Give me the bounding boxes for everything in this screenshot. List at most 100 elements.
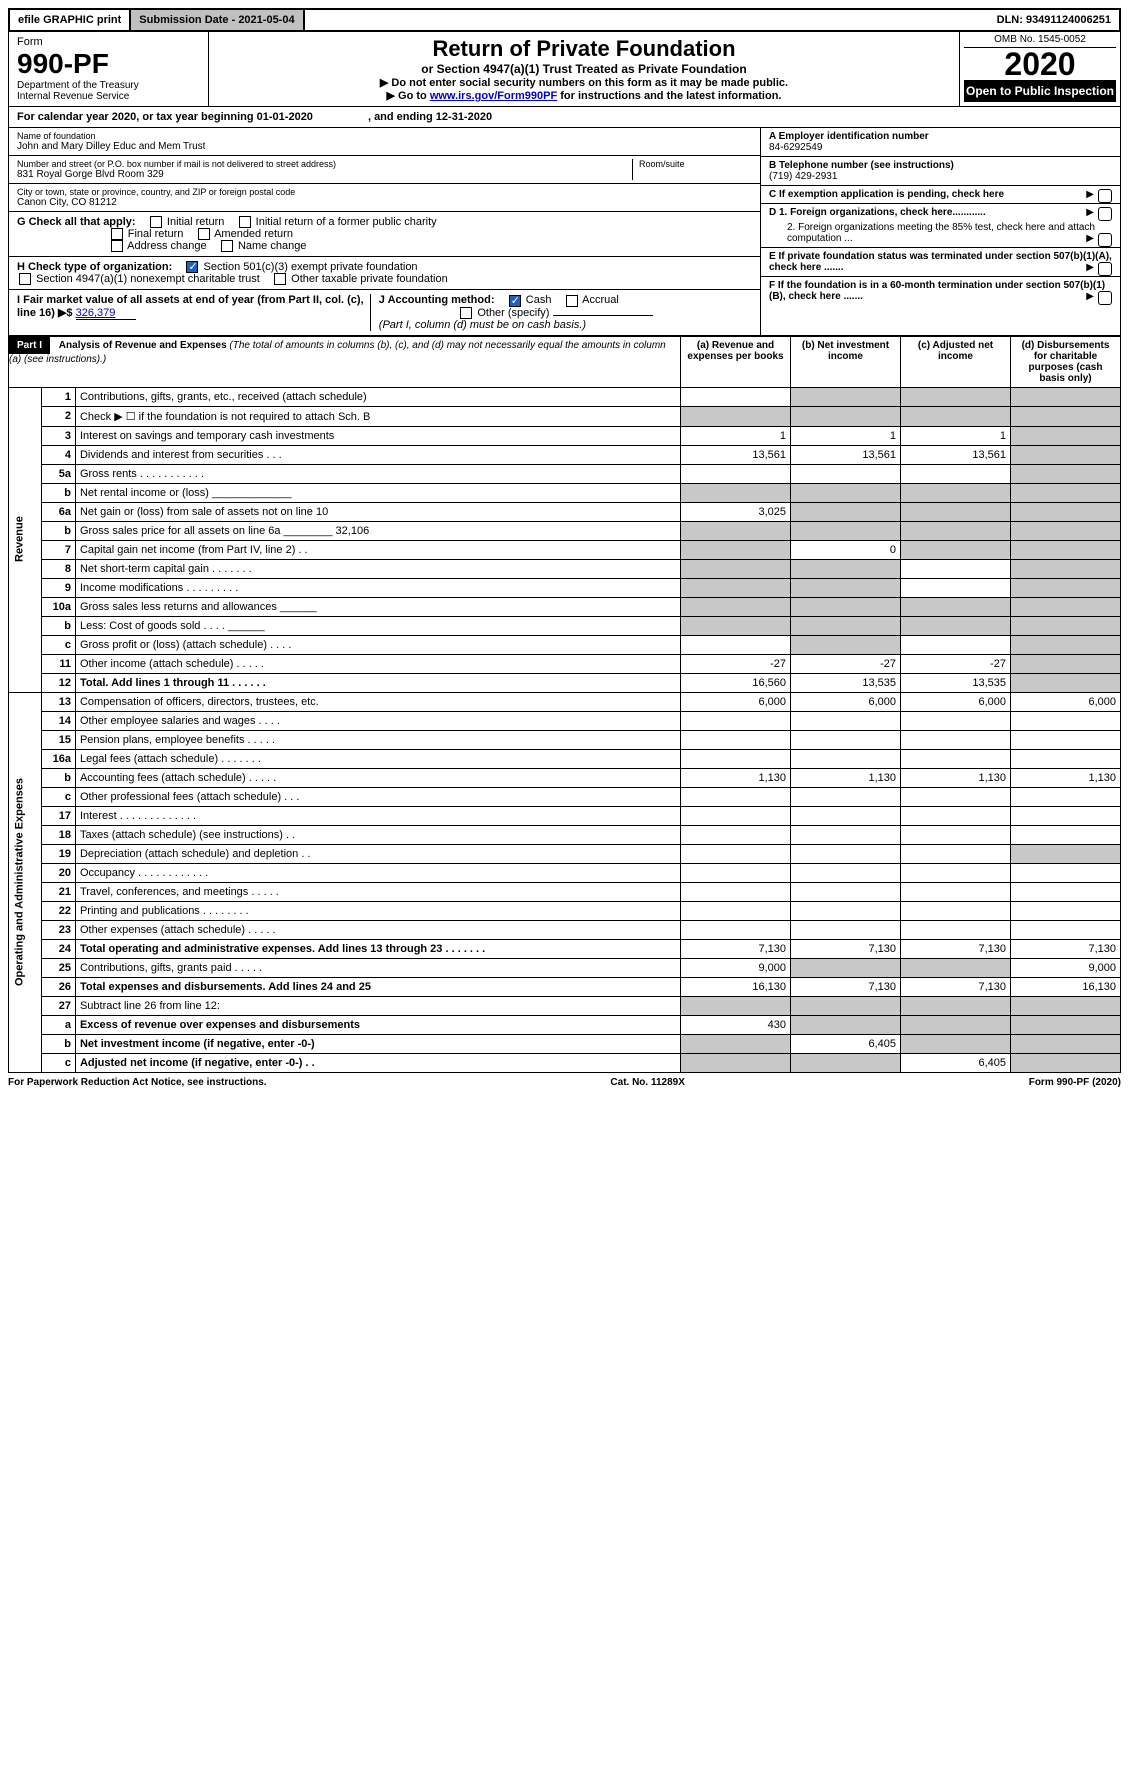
cell-d — [1011, 635, 1121, 654]
h-opt-3: Other taxable private foundation — [291, 273, 448, 285]
cell-d — [1011, 844, 1121, 863]
cell-c — [901, 806, 1011, 825]
cal-begin: 01-01-2020 — [257, 111, 313, 123]
g-opt-3: Amended return — [214, 228, 293, 240]
table-row: 18Taxes (attach schedule) (see instructi… — [9, 825, 1121, 844]
chk-other-taxable[interactable] — [274, 273, 286, 285]
cell-c — [901, 635, 1011, 654]
cell-c: 7,130 — [901, 977, 1011, 996]
ein-label: A Employer identification number — [769, 131, 1112, 142]
cell-b: 13,561 — [791, 445, 901, 464]
cell-d: 1,130 — [1011, 768, 1121, 787]
chk-e[interactable] — [1098, 262, 1112, 276]
cell-c — [901, 616, 1011, 635]
chk-d2[interactable] — [1098, 233, 1112, 247]
row-label: Compensation of officers, directors, tru… — [75, 692, 680, 711]
table-row: 24Total operating and administrative exp… — [9, 939, 1121, 958]
cal-mid: , and ending — [368, 111, 436, 123]
j-cash: Cash — [526, 294, 552, 306]
cell-d — [1011, 711, 1121, 730]
row-label: Travel, conferences, and meetings . . . … — [75, 882, 680, 901]
chk-amended[interactable] — [198, 228, 210, 240]
cell-b — [791, 597, 901, 616]
chk-f[interactable] — [1098, 291, 1112, 305]
row-number: 15 — [41, 730, 75, 749]
chk-name-change[interactable] — [221, 240, 233, 252]
cell-c: 1 — [901, 426, 1011, 445]
row-label: Excess of revenue over expenses and disb… — [75, 1015, 680, 1034]
row-number: 23 — [41, 920, 75, 939]
row-number: b — [41, 616, 75, 635]
cell-c — [901, 749, 1011, 768]
table-row: 6aNet gain or (loss) from sale of assets… — [9, 502, 1121, 521]
cell-b: 6,000 — [791, 692, 901, 711]
table-row: bAccounting fees (attach schedule) . . .… — [9, 768, 1121, 787]
chk-accrual[interactable] — [566, 295, 578, 307]
top-bar: efile GRAPHIC print Submission Date - 20… — [8, 8, 1121, 32]
footer-left: For Paperwork Reduction Act Notice, see … — [8, 1077, 267, 1088]
row-label: Less: Cost of goods sold . . . . ______ — [75, 616, 680, 635]
cell-c — [901, 920, 1011, 939]
table-row: 12Total. Add lines 1 through 11 . . . . … — [9, 673, 1121, 692]
cell-b: 0 — [791, 540, 901, 559]
row-label: Contributions, gifts, grants, etc., rece… — [75, 387, 680, 406]
row-label: Interest on savings and temporary cash i… — [75, 426, 680, 445]
cell-c — [901, 502, 1011, 521]
row-label: Other professional fees (attach schedule… — [75, 787, 680, 806]
arrow-c: ▶ — [1086, 189, 1094, 200]
cell-b: 1 — [791, 426, 901, 445]
city-value: Canon City, CO 81212 — [17, 197, 752, 208]
cell-b — [791, 559, 901, 578]
chk-initial-former[interactable] — [239, 216, 251, 228]
cell-b: 7,130 — [791, 939, 901, 958]
cell-a: 13,561 — [681, 445, 791, 464]
i-value[interactable]: 326,379 — [76, 307, 136, 320]
cell-a: 3,025 — [681, 502, 791, 521]
table-row: bLess: Cost of goods sold . . . . ______ — [9, 616, 1121, 635]
form-link[interactable]: www.irs.gov/Form990PF — [430, 90, 557, 102]
cell-a — [681, 578, 791, 597]
addr-label: Number and street (or P.O. box number if… — [17, 159, 632, 169]
cell-b — [791, 844, 901, 863]
g-opt-4: Address change — [127, 240, 207, 252]
cell-d — [1011, 445, 1121, 464]
cell-d — [1011, 559, 1121, 578]
open-inspection: Open to Public Inspection — [964, 80, 1116, 102]
cell-c — [901, 406, 1011, 426]
cell-a — [681, 920, 791, 939]
chk-4947[interactable] — [19, 273, 31, 285]
row-number: 22 — [41, 901, 75, 920]
table-row: bNet rental income or (loss) ___________… — [9, 483, 1121, 502]
part1-table: Part I Analysis of Revenue and Expenses … — [8, 336, 1121, 1073]
cal-pre: For calendar year 2020, or tax year begi… — [17, 111, 257, 123]
cell-c — [901, 559, 1011, 578]
cell-b — [791, 996, 901, 1015]
cell-d — [1011, 673, 1121, 692]
row-label: Net rental income or (loss) ____________… — [75, 483, 680, 502]
form-id-block: Form 990-PF Department of the Treasury I… — [9, 32, 209, 106]
row-label: Accounting fees (attach schedule) . . . … — [75, 768, 680, 787]
row-label: Interest . . . . . . . . . . . . . — [75, 806, 680, 825]
row-label: Gross profit or (loss) (attach schedule)… — [75, 635, 680, 654]
cell-a — [681, 787, 791, 806]
page-footer: For Paperwork Reduction Act Notice, see … — [8, 1073, 1121, 1092]
row-number: b — [41, 768, 75, 787]
cell-d — [1011, 1053, 1121, 1072]
row-number: 10a — [41, 597, 75, 616]
chk-c[interactable] — [1098, 189, 1112, 203]
j-other: Other (specify) — [477, 307, 549, 319]
chk-501c3[interactable] — [186, 261, 198, 273]
f-label: F If the foundation is in a 60-month ter… — [769, 280, 1105, 302]
row-number: 27 — [41, 996, 75, 1015]
cell-d — [1011, 1034, 1121, 1053]
chk-d1[interactable] — [1098, 207, 1112, 221]
chk-address-change[interactable] — [111, 240, 123, 252]
chk-final-return[interactable] — [111, 228, 123, 240]
chk-initial-return[interactable] — [150, 216, 162, 228]
chk-cash[interactable] — [509, 295, 521, 307]
cell-b — [791, 958, 901, 977]
j-note: (Part I, column (d) must be on cash basi… — [379, 319, 586, 331]
row-number: b — [41, 521, 75, 540]
chk-other-method[interactable] — [460, 307, 472, 319]
info-block: Name of foundation John and Mary Dilley … — [8, 128, 1121, 336]
